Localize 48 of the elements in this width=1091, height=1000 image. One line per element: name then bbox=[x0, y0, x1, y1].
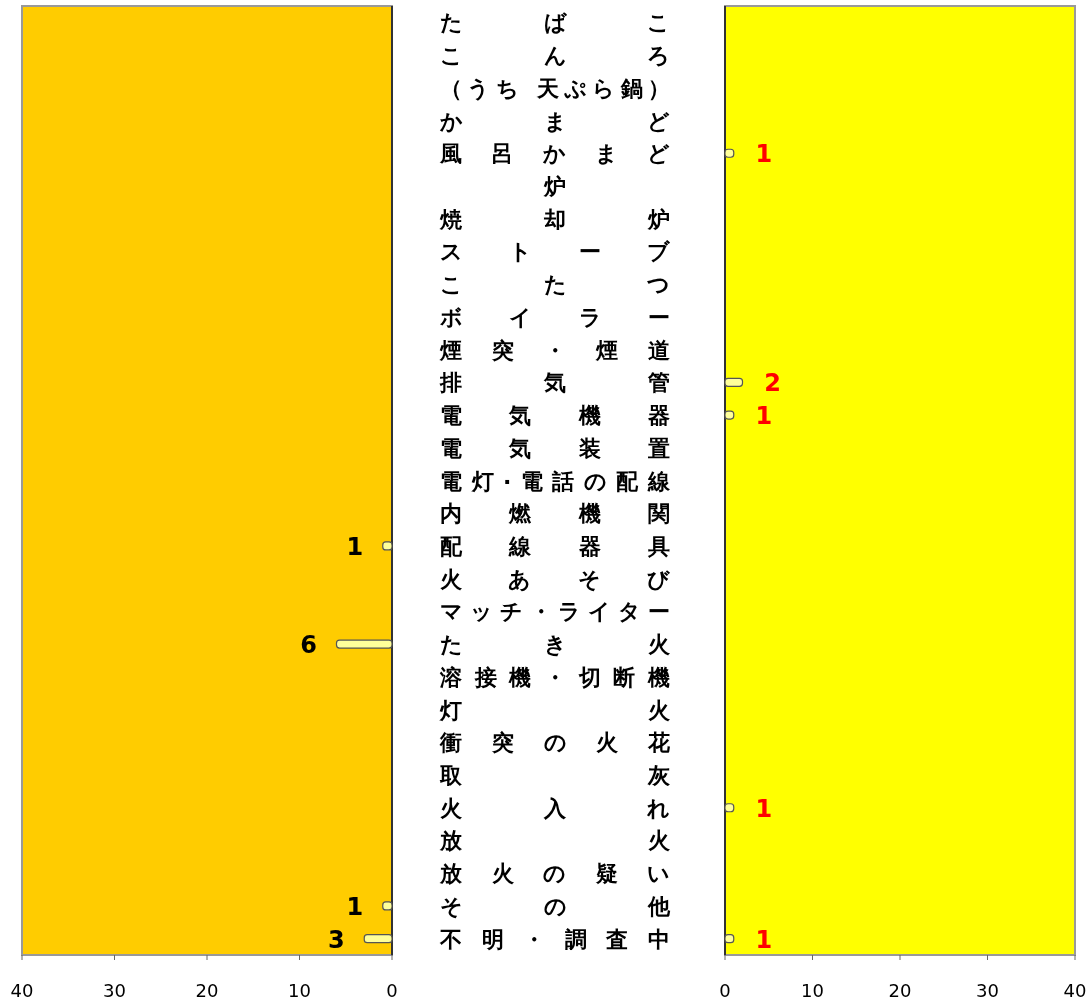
y-tick-label: その他 bbox=[440, 893, 671, 919]
y-tick-label: 灯火 bbox=[439, 697, 671, 723]
x-tick-label: 10 bbox=[288, 980, 311, 1000]
y-tick-label: たき火 bbox=[440, 632, 671, 658]
y-tick-label: （うち 天ぷら鍋） bbox=[440, 75, 670, 101]
y-tick-label: こたつ bbox=[440, 272, 670, 298]
data-label: 1 bbox=[755, 140, 773, 169]
data-label: 1 bbox=[346, 892, 364, 921]
data-label: 1 bbox=[755, 402, 773, 431]
y-tick-label: 内燃機関 bbox=[440, 501, 670, 527]
y-tick-label: 風呂かまど bbox=[439, 141, 670, 167]
x-tick-label: 20 bbox=[888, 980, 912, 1000]
y-tick-label: 放火の疑い bbox=[439, 861, 670, 887]
data-label: 1 bbox=[755, 794, 773, 823]
data-label: 6 bbox=[300, 631, 317, 660]
data-label: 1 bbox=[346, 532, 364, 561]
y-tick-label: 火あそび bbox=[440, 566, 670, 592]
y-tick-label: こんろ bbox=[440, 43, 670, 69]
y-tick-label: 配線器具 bbox=[440, 533, 670, 559]
x-tick-label: 10 bbox=[801, 980, 824, 1000]
x-tick-label: 0 bbox=[386, 980, 398, 1000]
data-label: 2 bbox=[764, 369, 781, 398]
y-tick-label: たばこ bbox=[440, 10, 670, 36]
y-tick-label: ボイラー bbox=[439, 304, 670, 330]
y-tick-label: 排気管 bbox=[439, 370, 670, 396]
y-tick-label: かまど bbox=[439, 108, 670, 134]
y-tick-label: 電気装置 bbox=[440, 435, 670, 461]
y-tick-label: 焼却炉 bbox=[439, 206, 670, 232]
y-tick-label: 衝突の火花 bbox=[439, 730, 671, 756]
x-tick-label: 30 bbox=[976, 980, 999, 1000]
y-tick-label: 取灰 bbox=[439, 763, 671, 789]
y-tick-label: 炉 bbox=[543, 173, 566, 199]
y-tick-label: 火入れ bbox=[440, 795, 670, 821]
y-tick-label: ストーブ bbox=[440, 239, 671, 265]
data-label: 3 bbox=[327, 925, 345, 954]
x-tick-label: 40 bbox=[10, 980, 34, 1000]
x-tick-label: 40 bbox=[1063, 980, 1087, 1000]
y-tick-label: 溶接機・切断機 bbox=[439, 664, 670, 690]
y-tick-label: 煙突・煙道 bbox=[439, 337, 670, 363]
y-tick-label: 不明・調査中 bbox=[439, 926, 670, 952]
y-tick-label: 放火 bbox=[439, 828, 671, 854]
y-tick-label: 電気機器 bbox=[440, 403, 670, 429]
y-tick-label: 電灯·電話の配線 bbox=[440, 468, 671, 494]
x-tick-label: 30 bbox=[103, 980, 126, 1000]
x-tick-label: 0 bbox=[719, 980, 731, 1000]
y-tick-label: マッチ・ライター bbox=[440, 599, 670, 625]
x-tick-label: 20 bbox=[195, 980, 219, 1000]
data-label: 1 bbox=[755, 925, 773, 954]
